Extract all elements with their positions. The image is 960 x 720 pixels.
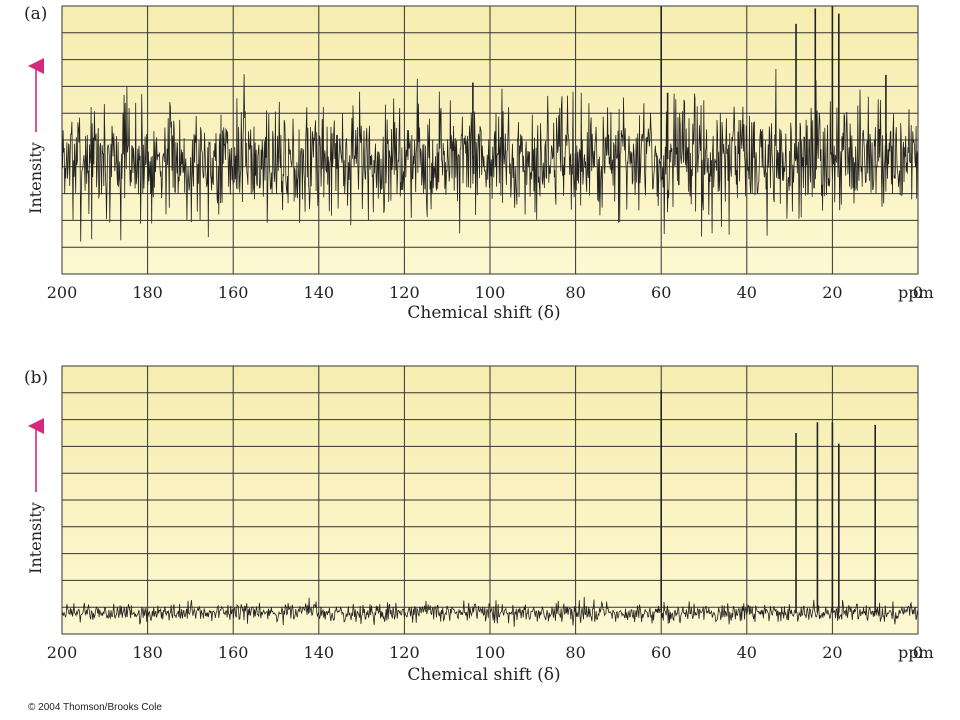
x-tick-label: 140: [304, 283, 335, 302]
plot-frame: [61, 5, 919, 275]
panel-letter-b: (b): [24, 368, 48, 388]
x-tick-label: 160: [218, 283, 249, 302]
noise-trace: [61, 68, 919, 242]
x-tick-label: 20: [822, 643, 842, 662]
chart-panel-a: 200 180 160 140 120 100 80 60 40 20 0 (a) ppm Chem…: [24, 4, 934, 323]
x-axis-label-b: Chemical shift (δ): [407, 665, 560, 685]
x-tick-label: 40: [737, 643, 757, 662]
x-tick-label: 100: [475, 643, 506, 662]
x-tick-label: 60: [651, 283, 671, 302]
x-tick-label: 0: [913, 283, 923, 302]
x-tick-labels-a: 200 180 160 140 120 100 80 60 40 20 0: [47, 283, 923, 302]
x-axis-label-a: Chemical shift (δ): [407, 303, 560, 323]
x-tick-label: 0: [913, 643, 923, 662]
x-tick-label: 140: [304, 643, 335, 662]
x-tick-label: 80: [565, 283, 585, 302]
spectrum-trace-b: [61, 596, 918, 627]
x-unit-a: ppm: [898, 283, 934, 302]
copyright-credit: © 2004 Thomson/Brooks Cole: [28, 702, 162, 713]
x-tick-label: 180: [132, 643, 163, 662]
x-tick-label: 20: [822, 283, 842, 302]
peaks-b: [660, 390, 877, 613]
spectrum-trace-a: [61, 68, 919, 242]
x-tick-label: 120: [389, 643, 420, 662]
x-tick-label: 100: [475, 283, 506, 302]
x-tick-label: 80: [565, 643, 585, 662]
x-tick-label: 160: [218, 643, 249, 662]
plot-frame: [61, 365, 919, 635]
panel-letter-a: (a): [24, 4, 47, 24]
peaks-a: [472, 6, 887, 160]
x-tick-label: 200: [47, 643, 78, 662]
x-tick-label: 180: [132, 283, 163, 302]
x-tick-label: 60: [651, 643, 671, 662]
x-tick-label: 120: [389, 283, 420, 302]
noise-trace: [61, 596, 918, 627]
y-axis-label-b: Intensity: [26, 502, 45, 574]
chart-panel-b: 200 180 160 140 120 100 80 60 40 20 0 (b) ppm Chem…: [24, 365, 934, 685]
y-axis-label-a: Intensity: [26, 142, 45, 214]
x-unit-b: ppm: [898, 643, 934, 662]
x-tick-labels-b: 200 180 160 140 120 100 80 60 40 20 0: [47, 643, 923, 662]
x-tick-label: 200: [47, 283, 78, 302]
x-tick-label: 40: [737, 283, 757, 302]
